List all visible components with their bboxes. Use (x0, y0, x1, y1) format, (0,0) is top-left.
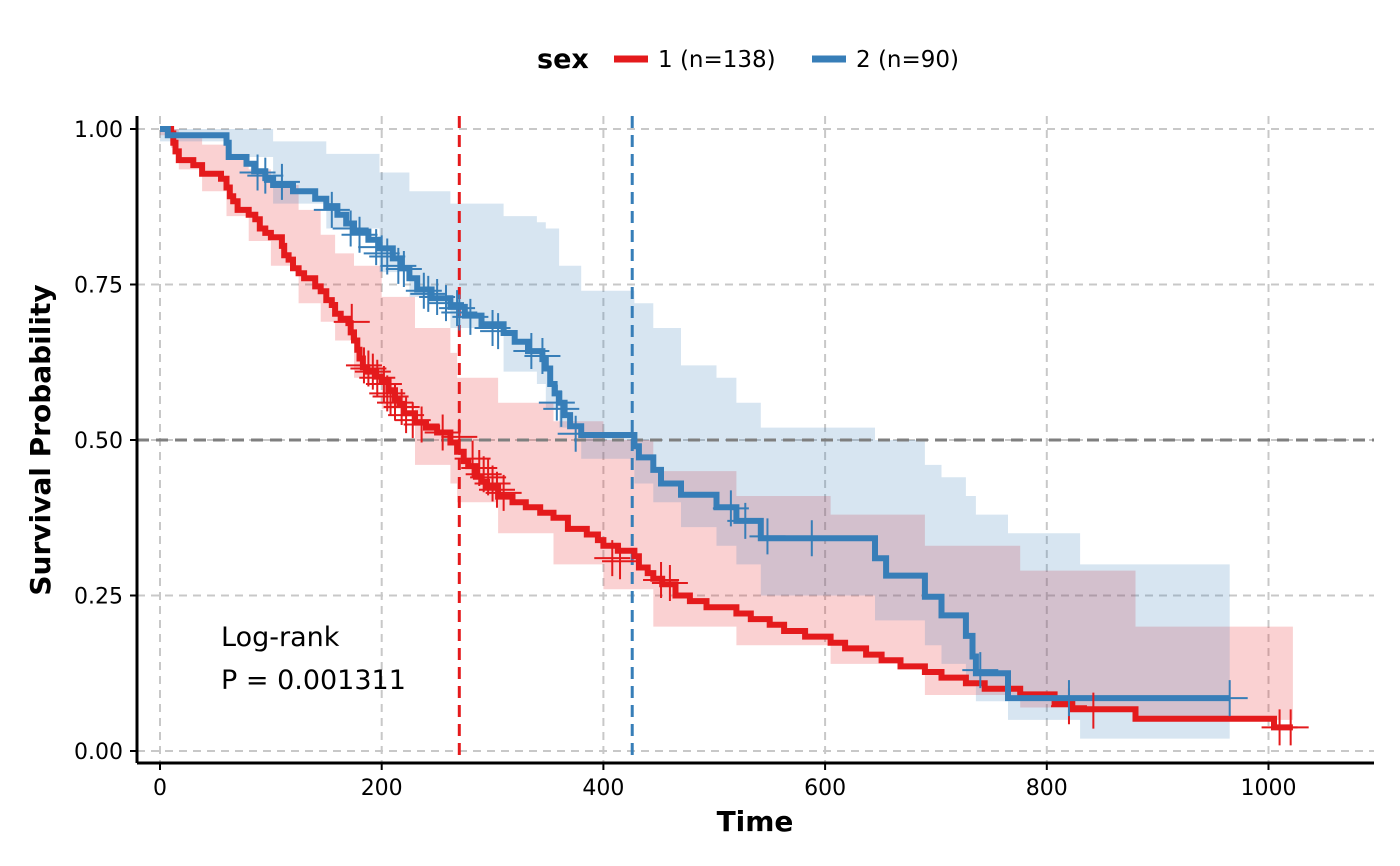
censor-mark-series-2 (380, 247, 417, 284)
censor-mark-series-2 (385, 250, 422, 287)
censor-mark-series-1 (651, 565, 688, 602)
censor-mark-series-2 (727, 502, 764, 539)
censor-mark-series-2 (749, 518, 786, 555)
log-rank-annotation: Log-rank P = 0.001311 (221, 622, 406, 696)
x-tick-label: 200 (361, 776, 403, 801)
legend-title: sex (537, 44, 589, 75)
y-axis-title: Survival Probability (24, 284, 57, 595)
censor-mark-series-1 (424, 414, 461, 451)
censor-mark-series-1 (359, 359, 396, 396)
censor-mark-series-1 (478, 471, 515, 508)
x-tick-label: 400 (582, 776, 624, 801)
y-tick-label: 1.00 (74, 118, 123, 143)
censor-mark-series-2 (313, 191, 350, 228)
censor-mark-series-1 (594, 540, 631, 577)
censor-mark-series-1 (333, 303, 370, 340)
censor-marks (239, 154, 1309, 746)
censor-mark-series-1 (350, 350, 387, 387)
censor-mark-series-1 (388, 397, 425, 434)
y-tick-label: 0.50 (74, 429, 123, 454)
y-tick-label: 0.00 (74, 740, 123, 765)
y-tick-label: 0.25 (74, 585, 123, 610)
censor-mark-series-2 (538, 384, 575, 421)
censor-mark-series-1 (394, 402, 431, 439)
censor-mark-series-2 (263, 163, 300, 200)
x-tick-label: 0 (153, 776, 167, 801)
axes (130, 116, 1374, 770)
censor-mark-series-2 (452, 298, 489, 335)
censor-mark-series-2 (1050, 680, 1087, 717)
x-axis-title: Time (717, 805, 794, 838)
censor-mark-series-1 (461, 449, 498, 486)
censor-mark-series-2 (239, 154, 276, 191)
confidence-band-series-1 (160, 129, 1293, 720)
censor-mark-series-2 (474, 310, 511, 347)
censor-mark-series-1 (602, 543, 639, 580)
log-rank-label: Log-rank (221, 622, 340, 653)
censor-mark-series-1 (403, 406, 440, 443)
x-tick-label: 600 (804, 776, 846, 801)
censor-mark-series-2 (405, 272, 442, 309)
censor-mark-series-2 (480, 313, 517, 350)
legend-label-series-1: 1 (n=138) (658, 47, 776, 73)
legend-label-series-2: 2 (n=90) (856, 47, 959, 73)
censor-mark-series-1 (465, 456, 502, 493)
censor-mark-series-2 (524, 338, 561, 375)
censor-mark-series-2 (1211, 680, 1248, 717)
censor-mark-series-2 (419, 278, 456, 315)
censor-mark-series-1 (369, 375, 406, 412)
censor-mark-series-2 (439, 290, 476, 327)
y-tick-label: 0.75 (74, 274, 123, 299)
censor-mark-series-1 (441, 418, 478, 455)
survival-curve-series-2 (160, 126, 1230, 702)
censor-mark-series-2 (410, 275, 447, 312)
legend: sex 1 (n=138) 2 (n=90) (537, 44, 959, 75)
censor-mark-series-2 (247, 157, 284, 194)
x-tick-label: 800 (1026, 776, 1068, 801)
censor-mark-series-2 (557, 415, 594, 452)
censor-mark-series-1 (485, 474, 522, 511)
censor-mark-series-1 (1075, 692, 1112, 729)
p-value-label: P = 0.001311 (221, 665, 406, 696)
censor-mark-series-2 (962, 652, 999, 689)
censor-mark-series-1 (1272, 709, 1309, 746)
censor-mark-series-2 (332, 210, 369, 247)
censor-mark-series-2 (793, 520, 830, 557)
censor-mark-series-1 (643, 561, 680, 598)
x-tick-label: 1000 (1241, 776, 1297, 801)
tick-labels: 0 200 400 600 800 1000 0.00 0.25 0.50 0.75 1.00 (74, 118, 1296, 801)
censor-mark-series-2 (543, 390, 580, 427)
